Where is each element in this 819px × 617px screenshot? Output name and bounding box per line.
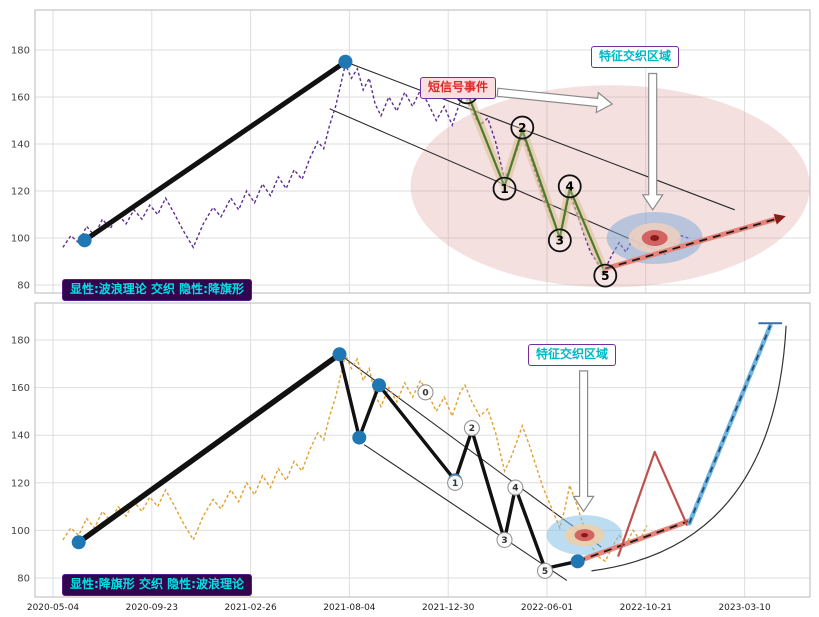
bottom-wave-circle-0 <box>417 384 434 401</box>
short-signal-event-label: 短信号事件 <box>420 77 497 99</box>
bottom-wave-number-0: 0 <box>422 389 428 399</box>
top-projection-arrowhead <box>773 213 786 225</box>
xtick-label-5: 2022-06-01 <box>521 603 573 613</box>
xtick-label-2: 2021-02-26 <box>224 603 277 613</box>
top-price-line <box>62 61 689 270</box>
bottom-wave-number-5: 5 <box>542 567 548 577</box>
top-ytick-label: 100 <box>11 234 30 245</box>
bottom-legend-label: 显性:降旗形 交织 隐性:波浪理论 <box>62 574 252 596</box>
top-pointer-arrow-0 <box>496 87 614 114</box>
top-legend-label: 显性:波浪理论 交织 隐性:降旗形 <box>62 279 252 301</box>
top-pivot-dot-0 <box>77 233 92 248</box>
top-plot-border <box>34 9 811 294</box>
top-feature-region-label: 特征交织区域 <box>591 46 680 68</box>
top-ytick-label: 140 <box>11 140 30 151</box>
bottom-arc-path <box>591 325 787 572</box>
top-wave-circle-2 <box>510 115 535 140</box>
bottom-plot-area <box>35 303 810 597</box>
bottom-wave-circle-2 <box>463 420 480 437</box>
bottom-pivot-dot-3 <box>372 378 387 393</box>
bottom-wave-circle-5 <box>536 562 554 579</box>
bottom-ytick-label: 100 <box>11 526 30 537</box>
top-wave-number-3: 3 <box>556 234 564 248</box>
bottom-pivot-dot-5 <box>570 554 585 569</box>
top-pointer-arrow-1 <box>641 72 664 211</box>
bottom-ytick-label: 120 <box>11 478 30 489</box>
bottom-ytick-label: 140 <box>11 431 30 442</box>
bottom-wave-number-4: 4 <box>512 484 518 494</box>
top-target-ring-3 <box>650 235 660 241</box>
top-wave-number-2: 2 <box>518 121 526 135</box>
bottom-chart: 180 160 140 120 100 80 0 1 2 3 4 5 <box>11 302 811 598</box>
top-channel-line-0 <box>345 61 735 211</box>
bottom-wave-circle-1 <box>447 474 464 491</box>
bottom-flag-pole-line <box>75 351 343 546</box>
xtick-label-4: 2021-12-30 <box>422 603 475 613</box>
bottom-blue-projection-dash <box>688 325 772 524</box>
bottom-pivot-dot-2 <box>352 430 367 445</box>
top-wave-number-5: 5 <box>601 269 609 283</box>
top-wave-line <box>465 91 607 274</box>
xtick-label-7: 2023-03-10 <box>718 603 771 613</box>
xtick-label-6: 2022-10-21 <box>620 603 672 613</box>
bottom-ytick-label: 80 <box>17 574 30 585</box>
top-ytick-label: 160 <box>11 93 30 104</box>
top-trend-line <box>82 59 348 243</box>
top-pivot-dot-1 <box>338 54 353 69</box>
top-wave-circle-4 <box>557 174 582 199</box>
bottom-pivot-dot-0 <box>71 535 86 550</box>
bottom-projection-dash <box>577 520 690 563</box>
top-wave-circle-5 <box>593 263 618 288</box>
top-ytick-label: 80 <box>17 281 30 292</box>
bottom-wave-number-1: 1 <box>452 479 458 489</box>
xtick-label-0: 2020-05-04 <box>27 603 80 613</box>
bottom-pivot-dot-1 <box>332 347 347 362</box>
bottom-channel-line-1 <box>363 444 568 581</box>
top-projection-dash <box>605 218 776 270</box>
top-ytick-label: 120 <box>11 187 30 198</box>
bottom-wave-number-3: 3 <box>501 536 507 546</box>
top-wave-circle-1 <box>492 176 517 201</box>
bottom-feature-region-label: 特征交织区域 <box>528 344 617 366</box>
bottom-ytick-label: 180 <box>11 336 30 347</box>
xtick-label-3: 2021-08-04 <box>323 603 376 613</box>
bottom-wave-circle-3 <box>496 531 513 548</box>
bottom-pointer-arrow-0 <box>572 370 595 513</box>
bottom-red-spike-line <box>617 450 689 557</box>
bottom-target-ring-3 <box>581 532 589 538</box>
top-ytick-label: 180 <box>11 46 30 57</box>
bottom-ytick-label: 160 <box>11 383 30 394</box>
bottom-plot-border <box>34 302 811 598</box>
top-wave-circle-3 <box>547 228 572 253</box>
bottom-wave-circle-4 <box>507 479 524 496</box>
top-wave-number-1: 1 <box>500 182 508 196</box>
xtick-label-1: 2020-09-23 <box>126 603 178 613</box>
top-wave-number-4: 4 <box>566 180 574 194</box>
bottom-wave-number-2: 2 <box>469 424 475 434</box>
